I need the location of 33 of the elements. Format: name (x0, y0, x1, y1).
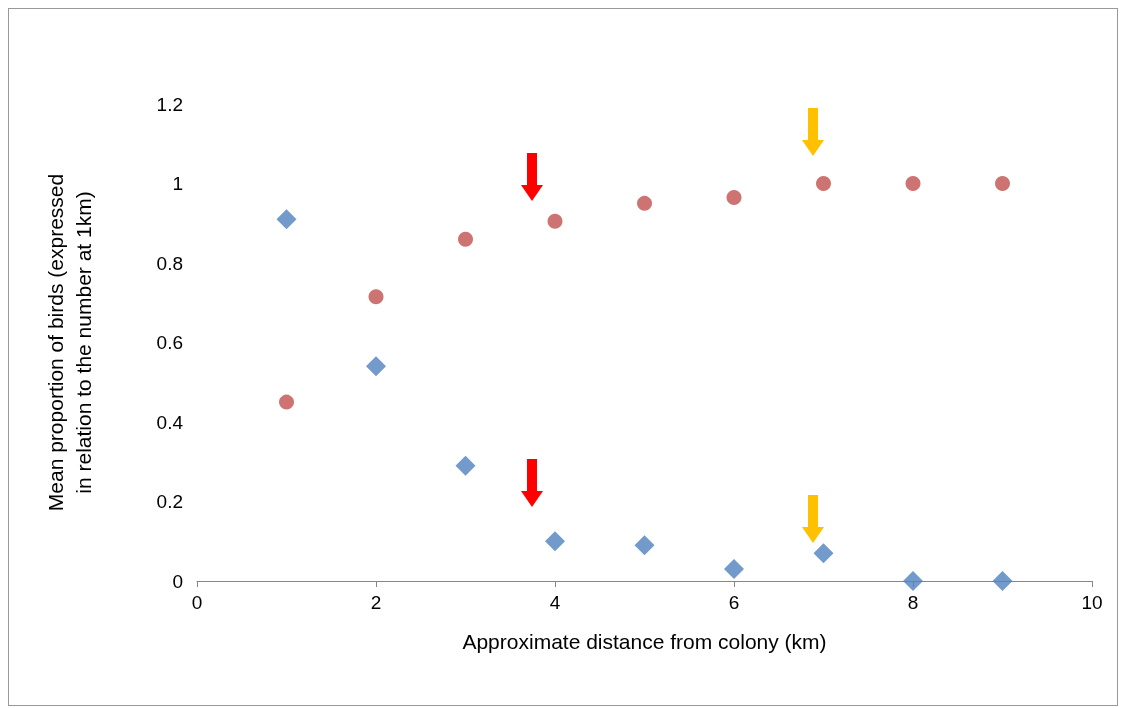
y-tick-label: 0 (172, 570, 183, 592)
point (455, 455, 476, 476)
point (634, 535, 655, 556)
y-axis-title: Mean proportion of birds (expressed in relation to the number at 1km) (43, 173, 95, 512)
point (276, 209, 297, 230)
point (726, 189, 742, 205)
point (816, 176, 831, 191)
x-tick-label: 2 (370, 592, 382, 613)
y-tick-label: 1.2 (156, 93, 183, 115)
x-tick-label: 4 (549, 592, 561, 613)
x-tick-label: 8 (907, 592, 919, 613)
point (724, 559, 744, 580)
point (992, 571, 1013, 591)
x-tick-label: 6 (728, 592, 740, 613)
point (366, 356, 386, 377)
point (368, 289, 384, 305)
y-tick-label: 0.8 (156, 252, 183, 274)
y-tick-label: 0.2 (156, 491, 183, 512)
y-tick-label: 0.6 (156, 332, 183, 353)
point (995, 176, 1010, 191)
x-tick-label: 10 (1081, 592, 1103, 613)
point (813, 543, 834, 564)
point (545, 531, 565, 552)
point (637, 195, 652, 211)
y-tick-label: 1 (172, 173, 183, 194)
y-tick-label: 0.4 (156, 411, 184, 433)
point (547, 213, 563, 229)
point (279, 394, 294, 410)
x-tick-label: 0 (191, 592, 203, 613)
x-axis-title: Approximate distance from colony (km) (462, 630, 827, 653)
point (458, 231, 473, 247)
point (905, 176, 921, 191)
point (903, 571, 923, 591)
